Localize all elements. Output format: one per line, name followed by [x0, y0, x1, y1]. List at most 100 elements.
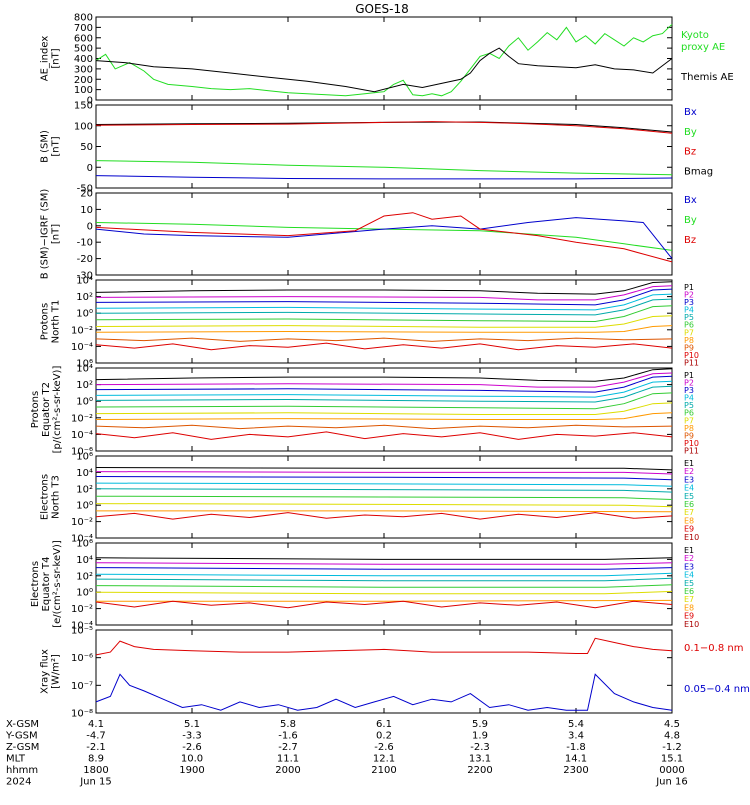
axis-value: -3.3: [182, 731, 202, 742]
axis-value: 5.8: [280, 719, 296, 730]
y-tick-label: 10⁻²: [71, 413, 93, 424]
legend-label: E5: [684, 579, 694, 588]
axis-value: 12.1: [373, 754, 395, 765]
series-line-e5: [95, 488, 673, 493]
y-tick-label: 10⁻²: [71, 604, 93, 615]
y-axis-label: [nT]: [51, 136, 62, 156]
axis-value: Jun 16: [655, 777, 688, 788]
axis-value: Jun 15: [79, 777, 112, 788]
y-tick-label: 600: [74, 33, 93, 44]
series-line-e3: [95, 476, 673, 481]
axis-value: 13.1: [469, 754, 491, 765]
series-line-p7: [95, 315, 673, 328]
series-line-p2: [95, 285, 673, 301]
legend-label: 0.05−0.4 nm: [684, 684, 750, 695]
axis-value: -2.7: [278, 742, 298, 753]
legend-label: P9: [684, 431, 694, 440]
legend-label: P8: [684, 336, 694, 345]
legend-label: Bx: [684, 195, 697, 206]
y-axis-label: B (SM)−IGRF (SM): [40, 189, 51, 280]
y-tick-label: 20: [80, 189, 93, 200]
series-line-e3: [95, 567, 673, 570]
y-axis-label: [W/m²]: [51, 654, 62, 689]
legend-label: E1: [684, 459, 694, 468]
legend-label: Bmag: [684, 166, 713, 177]
axis-value: -2.3: [470, 742, 490, 753]
y-tick-label: 10⁴: [76, 555, 93, 566]
series-line-p9: [95, 424, 673, 430]
legend-label: E7: [684, 508, 694, 517]
legend-label: P7: [684, 328, 694, 337]
legend-label: E2: [684, 467, 694, 476]
series-line-bx: [95, 217, 673, 259]
axis-value: 14.1: [565, 754, 587, 765]
y-tick-label: 50: [80, 142, 93, 153]
axis-value: 0000: [659, 765, 684, 776]
series-line-p10: [95, 431, 673, 440]
series-line-p8: [95, 325, 673, 333]
series-line-e5: [95, 577, 673, 582]
y-tick-label: 200: [74, 75, 93, 86]
series-line-p8: [95, 412, 673, 420]
y-tick-label: 10⁴: [76, 468, 93, 479]
panel-frame-b_sm: [95, 104, 673, 189]
y-tick-label: -30: [77, 271, 93, 282]
axis-value: 5.9: [472, 719, 488, 730]
y-tick-label: 10⁰: [76, 309, 93, 320]
series-line-e9: [95, 600, 673, 609]
axis-value: 3.4: [568, 731, 584, 742]
axis-value: 0.2: [376, 731, 392, 742]
legend-label: P3: [684, 298, 694, 307]
y-axis-label: AE_index: [40, 36, 51, 82]
legend-label: P4: [684, 306, 694, 315]
y-tick-label: 10⁻²: [71, 325, 93, 336]
y-axis-label: Protons: [30, 391, 41, 428]
series-line-p6: [95, 392, 673, 410]
axis-value: 2200: [467, 765, 492, 776]
axis-value: 15.1: [661, 754, 683, 765]
series-line-p5: [95, 298, 673, 316]
axis-row-label: MLT: [6, 754, 26, 765]
legend-label: E10: [684, 533, 699, 542]
y-tick-label: 10⁻⁴: [71, 342, 93, 353]
y-tick-label: 10⁻⁴: [71, 430, 93, 441]
legend-label: P6: [684, 321, 694, 330]
y-tick-label: 10⁰: [76, 397, 93, 408]
y-tick-label: -20: [77, 254, 93, 265]
series-line-p10: [95, 342, 673, 351]
series-line-bmag: [95, 121, 673, 133]
series-line-0-1-0-8-nm: [95, 637, 673, 656]
legend-label: Bx: [684, 107, 697, 118]
legend-label: By: [684, 127, 697, 138]
axis-value: 5.4: [568, 719, 584, 730]
series-line-by: [95, 222, 673, 251]
y-tick-label: 10⁻⁸: [71, 709, 93, 720]
y-tick-label: 500: [74, 44, 93, 55]
series-line-e7: [95, 503, 673, 508]
y-axis-label: Electrons: [30, 561, 41, 607]
y-tick-label: 10²: [76, 380, 93, 391]
legend-label: P4: [684, 394, 694, 403]
legend-label: P8: [684, 424, 694, 433]
y-axis-label: Protons: [40, 303, 51, 340]
axis-value: 11.1: [277, 754, 299, 765]
series-line-e2: [95, 562, 673, 565]
y-tick-label: 10⁻⁵: [71, 626, 93, 637]
axis-value: 10.0: [181, 754, 203, 765]
axis-value: 6.1: [376, 719, 392, 730]
axis-row-label: hhmm: [6, 765, 38, 776]
y-tick-label: 10⁶: [76, 452, 93, 463]
y-axis-label: Electrons: [40, 474, 51, 520]
legend-label: P2: [684, 379, 694, 388]
axis-value: -4.7: [86, 731, 106, 742]
axis-value: 1900: [179, 765, 204, 776]
legend-label: 0.1−0.8 nm: [684, 643, 743, 654]
axis-value: -2.6: [182, 742, 202, 753]
series-line-p7: [95, 402, 673, 415]
legend-label: proxy AE: [681, 42, 725, 53]
legend-label: E8: [684, 603, 694, 612]
y-tick-label: 800: [74, 13, 93, 24]
legend-label: P1: [684, 283, 694, 292]
